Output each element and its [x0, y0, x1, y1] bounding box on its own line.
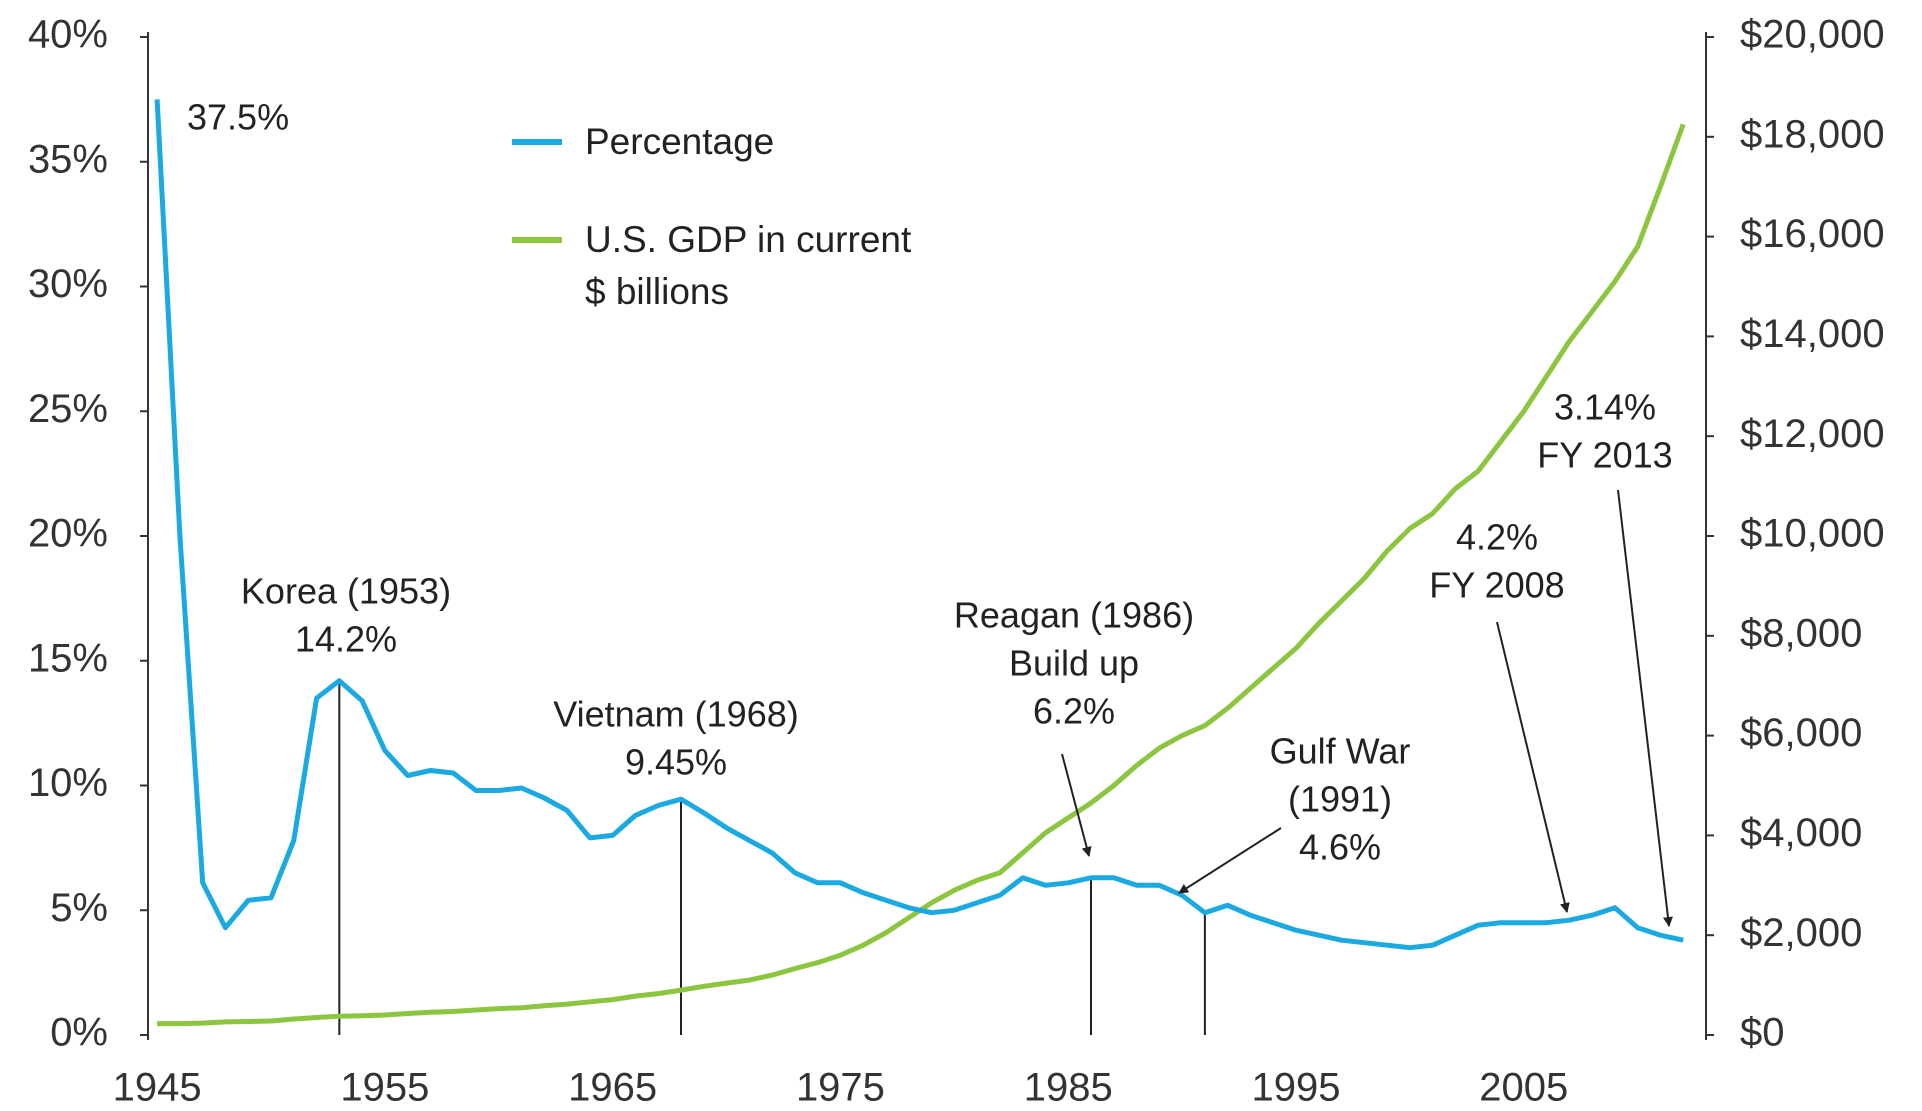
y-tick-label: 20% [28, 512, 108, 556]
x-tick-label: 1945 [113, 1066, 202, 1110]
annotation-arrow [1061, 753, 1092, 857]
y2-tick-label: $12,000 [1740, 412, 1885, 456]
annotation-text: 9.45% [625, 742, 727, 783]
annotation-text: Reagan (1986) [954, 595, 1194, 636]
y-tick-label: 25% [28, 387, 108, 431]
annotation-text: Build up [1009, 643, 1139, 684]
legend-entry: U.S. GDP in current $ billions [585, 219, 912, 312]
y-tick-label: 0% [50, 1011, 108, 1055]
y-tick-label: 35% [28, 137, 108, 181]
y2-tick-label: $20,000 [1740, 13, 1885, 57]
x-tick-label: 1975 [796, 1066, 885, 1110]
annotation-text: Korea (1953) [241, 571, 451, 612]
annotation-text: 4.6% [1299, 827, 1381, 868]
x-tick-label: 2005 [1479, 1066, 1568, 1110]
y2-tick-label: $10,000 [1740, 512, 1885, 556]
annotation-arrow [1178, 827, 1282, 894]
x-tick-label: 1965 [568, 1066, 657, 1110]
series-line [154, 99, 1684, 951]
x-tick-label: 1955 [340, 1066, 429, 1110]
annotation-text: Vietnam (1968) [553, 694, 798, 735]
x-tick-label: 1985 [1024, 1066, 1113, 1110]
annotation-text: 3.14% [1554, 387, 1656, 428]
annotation-arrow [1617, 489, 1673, 927]
annotation-text: Gulf War [1270, 731, 1411, 772]
annotation-text: 14.2% [295, 619, 397, 660]
annotation-arrow [1496, 621, 1570, 913]
annotation-text: 4.2% [1456, 517, 1538, 558]
y-tick-label: 30% [28, 262, 108, 306]
legend-label: U.S. GDP in current $ billions [585, 219, 912, 312]
annotation-text: FY 2013 [1537, 435, 1672, 476]
annotation-text: 37.5% [187, 97, 289, 138]
y-tick-label: 10% [28, 761, 108, 805]
y2-tick-label: $0 [1740, 1011, 1785, 1055]
legend-label: Percentage [585, 121, 775, 162]
y2-tick-label: $14,000 [1740, 312, 1885, 356]
y-tick-label: 5% [50, 886, 108, 930]
annotation-text: FY 2008 [1429, 565, 1564, 606]
y2-tick-label: $16,000 [1740, 212, 1885, 256]
annotation-text: (1991) [1288, 779, 1392, 820]
x-tick-label: 1995 [1252, 1066, 1341, 1110]
y2-tick-label: $2,000 [1740, 911, 1862, 955]
legend-entry: Percentage [585, 121, 775, 162]
y2-tick-label: $4,000 [1740, 811, 1862, 855]
y2-tick-label: $18,000 [1740, 112, 1885, 156]
annotation-text: 6.2% [1033, 691, 1115, 732]
y2-tick-label: $6,000 [1740, 711, 1862, 755]
y-tick-label: 15% [28, 636, 108, 680]
y-tick-label: 40% [28, 13, 108, 57]
y2-tick-label: $8,000 [1740, 611, 1862, 655]
